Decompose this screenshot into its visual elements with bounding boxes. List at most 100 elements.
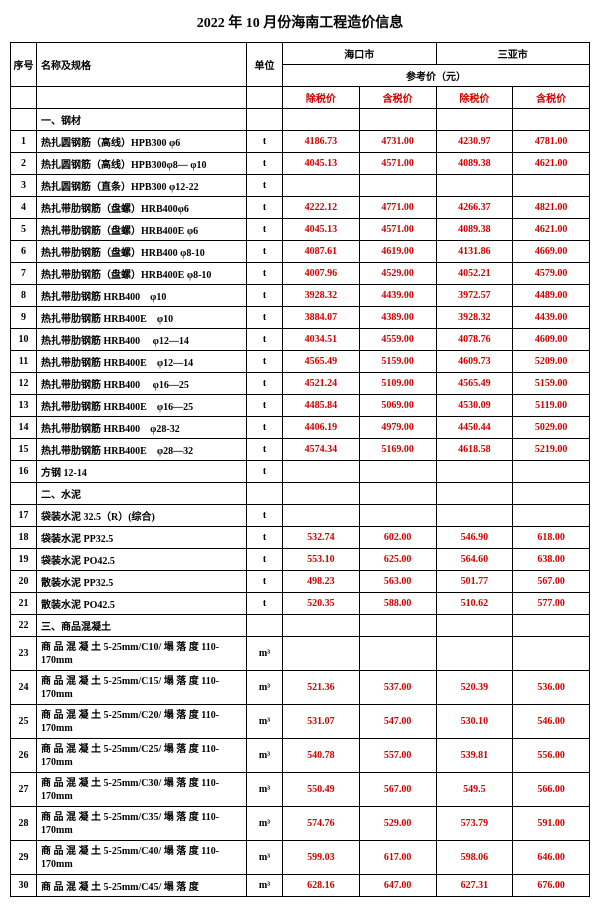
price-sanya-extax: 3972.57 (436, 285, 513, 307)
table-row: 5热扎带肋钢筋（盘螺）HRB400E φ6t4045.134571.004089… (11, 219, 590, 241)
price-sanya-extax: 549.5 (436, 773, 513, 807)
price-haikou-extax: 4045.13 (283, 219, 360, 241)
table-row: 28商 品 混 凝 土 5-25mm/C35/ 塌 落 度 110-170mmm… (11, 807, 590, 841)
price-haikou-extax: 3884.07 (283, 307, 360, 329)
price-haikou-inctax (359, 615, 436, 637)
row-idx: 14 (11, 417, 37, 439)
price-haikou-inctax: 4731.00 (359, 131, 436, 153)
price-haikou-inctax: 5169.00 (359, 439, 436, 461)
price-haikou-inctax: 5109.00 (359, 373, 436, 395)
price-haikou-inctax: 4619.00 (359, 241, 436, 263)
price-haikou-extax: 574.76 (283, 807, 360, 841)
row-unit: t (247, 307, 283, 329)
price-sanya-extax (436, 175, 513, 197)
hdr-refprice: 参考价（元） (283, 65, 590, 87)
table-row: 30商 品 混 凝 土 5-25mm/C45/ 塌 落 度m³628.16647… (11, 875, 590, 897)
price-sanya-inctax (513, 175, 590, 197)
table-row: 15热扎带肋钢筋 HRB400E φ28—32t4574.345169.0046… (11, 439, 590, 461)
price-haikou-inctax: 547.00 (359, 705, 436, 739)
price-haikou-extax: 550.49 (283, 773, 360, 807)
price-haikou-extax: 4574.34 (283, 439, 360, 461)
price-haikou-extax: 540.78 (283, 739, 360, 773)
price-sanya-inctax (513, 505, 590, 527)
price-haikou-inctax: 625.00 (359, 549, 436, 571)
row-name: 方钢 12-14 (37, 461, 247, 483)
table-row: 19袋装水泥 PO42.5t553.10625.00564.60638.00 (11, 549, 590, 571)
row-unit: m³ (247, 705, 283, 739)
price-table: 序号 名称及规格 单位 海口市 三亚市 参考价（元） 除税价 含税价 除税价 含… (10, 42, 590, 897)
row-idx: 18 (11, 527, 37, 549)
price-sanya-extax: 4052.21 (436, 263, 513, 285)
price-haikou-extax: 4222.12 (283, 197, 360, 219)
price-haikou-inctax: 537.00 (359, 671, 436, 705)
price-sanya-inctax: 4821.00 (513, 197, 590, 219)
row-name: 商 品 混 凝 土 5-25mm/C45/ 塌 落 度 (37, 875, 247, 897)
table-row: 20散装水泥 PP32.5t498.23563.00501.77567.00 (11, 571, 590, 593)
price-haikou-extax: 628.16 (283, 875, 360, 897)
price-sanya-inctax: 676.00 (513, 875, 590, 897)
price-sanya-inctax: 566.00 (513, 773, 590, 807)
price-sanya-extax: 520.39 (436, 671, 513, 705)
price-haikou-inctax: 5159.00 (359, 351, 436, 373)
table-row: 12热扎带肋钢筋 HRB400 φ16—25t4521.245109.00456… (11, 373, 590, 395)
price-haikou-inctax: 4389.00 (359, 307, 436, 329)
row-idx: 22 (11, 615, 37, 637)
row-name: 散装水泥 PP32.5 (37, 571, 247, 593)
price-sanya-inctax: 646.00 (513, 841, 590, 875)
row-unit: m³ (247, 807, 283, 841)
table-row: 25商 品 混 凝 土 5-25mm/C20/ 塌 落 度 110-170mmm… (11, 705, 590, 739)
price-haikou-extax: 4034.51 (283, 329, 360, 351)
row-idx: 25 (11, 705, 37, 739)
price-sanya-inctax: 5159.00 (513, 373, 590, 395)
row-unit: m³ (247, 637, 283, 671)
table-row: 22三、商品混凝土 (11, 615, 590, 637)
price-sanya-inctax: 4781.00 (513, 131, 590, 153)
price-haikou-extax: 4007.96 (283, 263, 360, 285)
row-name: 商 品 混 凝 土 5-25mm/C20/ 塌 落 度 110-170mm (37, 705, 247, 739)
row-idx: 26 (11, 739, 37, 773)
price-sanya-inctax: 4669.00 (513, 241, 590, 263)
row-name: 热扎带肋钢筋 HRB400E φ16—25 (37, 395, 247, 417)
price-sanya-extax: 4450.44 (436, 417, 513, 439)
price-sanya-extax: 530.10 (436, 705, 513, 739)
row-idx: 8 (11, 285, 37, 307)
row-idx: 16 (11, 461, 37, 483)
row-unit: t (247, 461, 283, 483)
price-haikou-extax: 553.10 (283, 549, 360, 571)
row-unit: t (247, 241, 283, 263)
row-unit: m³ (247, 739, 283, 773)
price-sanya-inctax: 4439.00 (513, 307, 590, 329)
price-sanya-inctax (513, 461, 590, 483)
table-row: 24商 品 混 凝 土 5-25mm/C15/ 塌 落 度 110-170mmm… (11, 671, 590, 705)
price-sanya-inctax: 4489.00 (513, 285, 590, 307)
price-haikou-inctax: 567.00 (359, 773, 436, 807)
row-name: 商 品 混 凝 土 5-25mm/C35/ 塌 落 度 110-170mm (37, 807, 247, 841)
price-sanya-inctax: 556.00 (513, 739, 590, 773)
row-unit (247, 615, 283, 637)
row-unit: t (247, 417, 283, 439)
row-idx: 11 (11, 351, 37, 373)
price-sanya-extax: 627.31 (436, 875, 513, 897)
row-unit: t (247, 505, 283, 527)
price-haikou-extax: 521.36 (283, 671, 360, 705)
table-body: 一、钢材1热扎圆钢筋（高线）HPB300 φ6t4186.734731.0042… (11, 109, 590, 897)
price-sanya-inctax: 4609.00 (513, 329, 590, 351)
price-sanya-extax: 3928.32 (436, 307, 513, 329)
table-row: 16方钢 12-14t (11, 461, 590, 483)
row-name: 热扎带肋钢筋 HRB400E φ12—14 (37, 351, 247, 373)
price-haikou-inctax: 557.00 (359, 739, 436, 773)
table-row: 18袋装水泥 PP32.5t532.74602.00546.90618.00 (11, 527, 590, 549)
row-unit: t (247, 197, 283, 219)
row-unit: m³ (247, 875, 283, 897)
price-sanya-extax: 564.60 (436, 549, 513, 571)
table-row: 2热扎圆钢筋（高线）HPB300φ8— φ10t4045.134571.0040… (11, 153, 590, 175)
price-sanya-extax: 4530.09 (436, 395, 513, 417)
price-sanya-extax: 4609.73 (436, 351, 513, 373)
price-haikou-inctax: 588.00 (359, 593, 436, 615)
price-sanya-inctax: 4621.00 (513, 153, 590, 175)
row-unit: m³ (247, 773, 283, 807)
row-name: 商 品 混 凝 土 5-25mm/C15/ 塌 落 度 110-170mm (37, 671, 247, 705)
price-sanya-extax: 4078.76 (436, 329, 513, 351)
row-name: 热扎带肋钢筋（盘螺）HRB400φ6 (37, 197, 247, 219)
row-idx: 29 (11, 841, 37, 875)
